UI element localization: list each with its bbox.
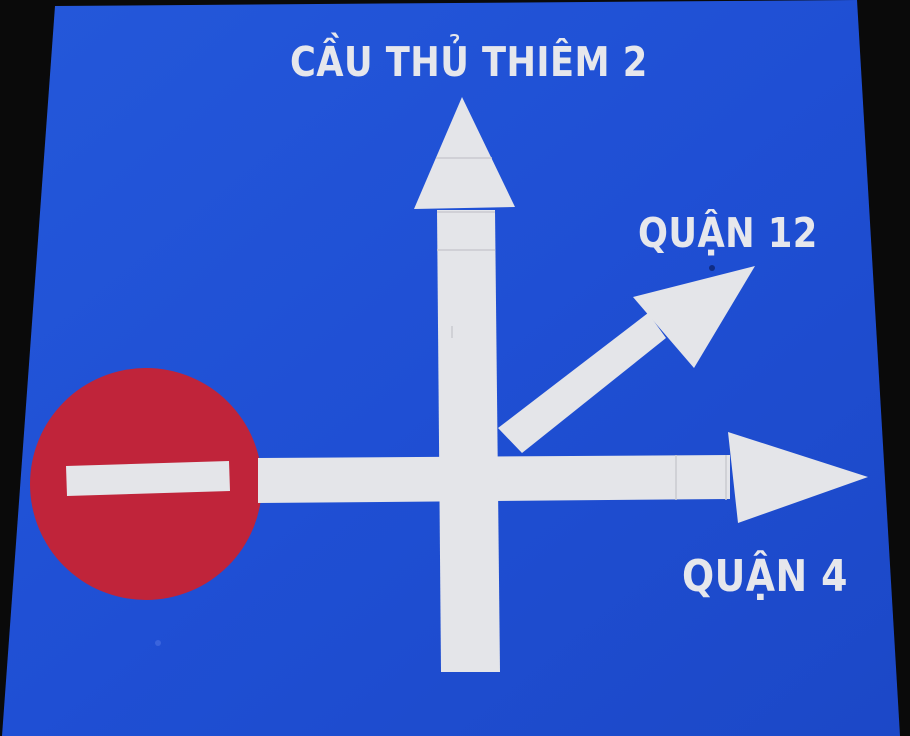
northeast-arrow bbox=[498, 266, 755, 453]
destination-label-north: CẦU THỦ THIÊM 2 bbox=[290, 38, 648, 86]
destination-label-east: QUẬN 4 bbox=[682, 551, 848, 602]
panel-mark bbox=[709, 265, 715, 271]
north-arrow bbox=[414, 97, 515, 672]
panel-mark bbox=[155, 640, 161, 646]
destination-label-northeast: QUẬN 12 bbox=[638, 209, 818, 257]
no-entry-icon bbox=[30, 368, 262, 600]
